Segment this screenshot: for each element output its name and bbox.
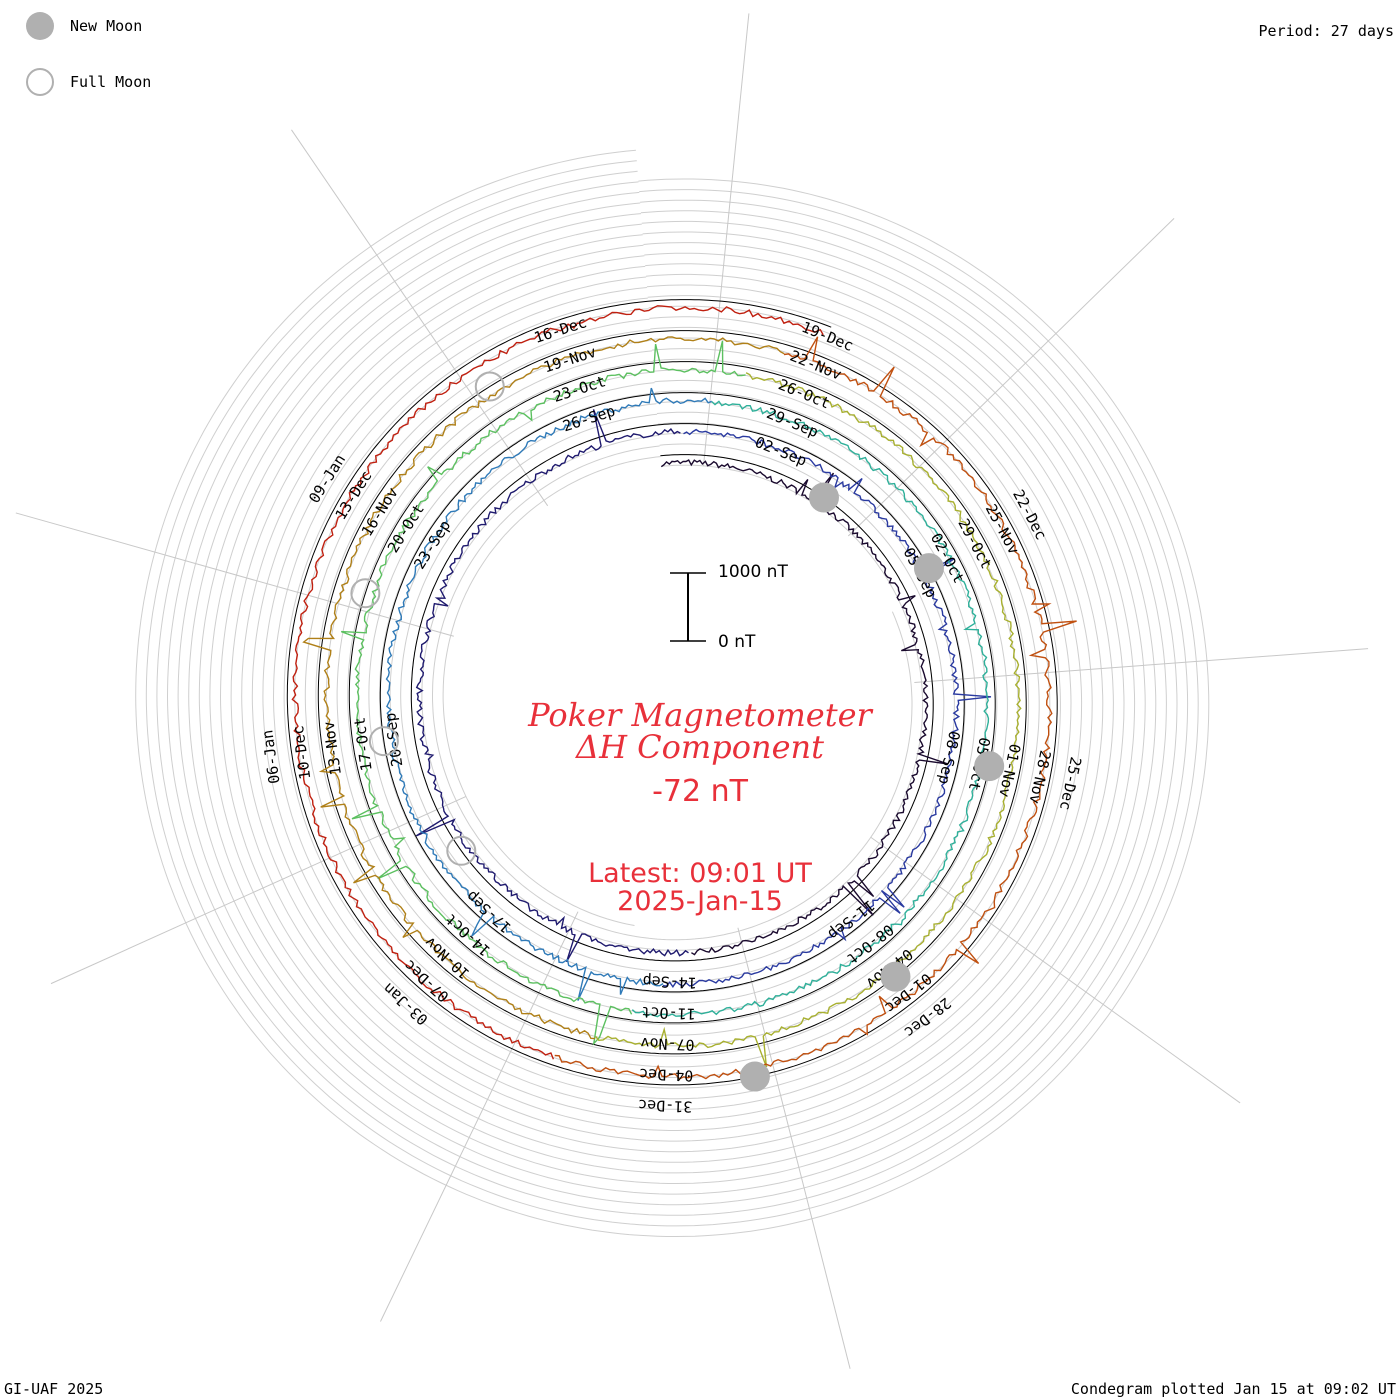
date-tick-label: 11-Oct bbox=[641, 1003, 696, 1023]
latest-date: 2025-Jan-15 bbox=[617, 886, 783, 917]
data-trace-segment bbox=[340, 340, 746, 1046]
grid-spiral bbox=[177, 191, 1167, 1195]
data-trace-segment bbox=[415, 409, 689, 963]
period-label: Period: 27 days bbox=[1258, 22, 1394, 40]
new-moon-marker bbox=[974, 751, 1005, 782]
full-moon-marker bbox=[368, 726, 399, 757]
new-moon-marker bbox=[739, 1061, 770, 1092]
legend-new-moon-label: New Moon bbox=[70, 17, 143, 35]
legend-full-moon: Full Moon bbox=[26, 68, 151, 96]
grid-spiral bbox=[368, 382, 977, 1004]
date-tick-label: 04-Dec bbox=[639, 1065, 694, 1085]
full-moon-marker bbox=[446, 835, 477, 866]
grid-spiral bbox=[241, 255, 1104, 1131]
legend-new-moon: New Moon bbox=[26, 12, 142, 40]
date-tick-label: 19-Dec bbox=[799, 318, 856, 355]
grid-radial bbox=[50, 796, 466, 985]
new-moon-marker bbox=[913, 553, 944, 584]
grid-spiral bbox=[379, 392, 966, 994]
grid-radial bbox=[291, 129, 549, 507]
baseline-spiral bbox=[286, 299, 1058, 1086]
data-trace-segment bbox=[291, 305, 824, 1060]
date-tick-label: 02-Sep bbox=[752, 433, 809, 470]
data-trace-segment bbox=[302, 336, 785, 1040]
full-moon-marker bbox=[350, 578, 381, 609]
grid-spiral bbox=[272, 287, 1072, 1100]
grid-radial bbox=[380, 911, 579, 1322]
new-moon-marker bbox=[808, 482, 839, 513]
grid-spiral bbox=[219, 234, 1125, 1153]
data-trace-segment bbox=[662, 428, 992, 989]
grid-spiral bbox=[442, 456, 661, 926]
credit-label: GI-UAF 2025 bbox=[4, 1380, 104, 1398]
grid-spiral bbox=[347, 361, 998, 1025]
scale-bar-bottom-label: 0 nT bbox=[718, 632, 756, 652]
current-value: -72 nT bbox=[652, 774, 748, 809]
grid-spiral bbox=[135, 149, 1210, 1237]
grid-spiral bbox=[230, 244, 1114, 1142]
grid-spiral bbox=[283, 297, 1061, 1089]
scale-bar-top-label: 1000 nT bbox=[718, 562, 788, 582]
date-tick-label: 19-Nov bbox=[541, 343, 598, 377]
chart-title: Poker Magnetometer bbox=[528, 696, 872, 734]
grid-spiral bbox=[262, 276, 1083, 1110]
latest-time: Latest: 09:01 UT bbox=[588, 858, 812, 889]
grid-spiral bbox=[304, 318, 1040, 1068]
data-trace-segment bbox=[385, 387, 713, 1001]
grid-spiral bbox=[145, 160, 1199, 1227]
grid-radial bbox=[737, 927, 851, 1369]
date-tick-label: 14-Sep bbox=[642, 972, 697, 992]
grid-spiral bbox=[188, 202, 1157, 1184]
data-trace-segment bbox=[631, 400, 990, 1018]
new-moon-marker bbox=[880, 961, 911, 992]
full-moon-swatch-icon bbox=[26, 68, 54, 96]
grid-radial bbox=[702, 13, 750, 467]
plotted-timestamp: Condegram plotted Jan 15 at 09:02 UT bbox=[1070, 1380, 1396, 1398]
date-tick-label: 07-Nov bbox=[640, 1034, 695, 1054]
grid-spiral bbox=[432, 445, 913, 941]
grid-spiral bbox=[209, 223, 1136, 1163]
grid-spiral bbox=[198, 213, 1146, 1174]
grid-spiral bbox=[315, 329, 1030, 1057]
new-moon-swatch-icon bbox=[26, 12, 54, 40]
date-tick-label: 31-Dec bbox=[638, 1096, 693, 1116]
full-moon-marker bbox=[474, 371, 505, 402]
legend-full-moon-label: Full Moon bbox=[70, 73, 152, 91]
chart-subtitle: ΔH Component bbox=[575, 728, 825, 766]
grid-spiral bbox=[336, 350, 1008, 1036]
grid-spiral bbox=[156, 170, 1189, 1216]
date-tick-label: 16-Dec bbox=[532, 313, 589, 347]
grid-spiral bbox=[166, 181, 1178, 1206]
grid-radial bbox=[914, 648, 1369, 683]
date-tick-label: 29-Sep bbox=[764, 404, 821, 441]
grid-spiral bbox=[400, 413, 945, 972]
grid-spiral bbox=[251, 265, 1093, 1121]
data-trace-segment bbox=[660, 459, 948, 956]
grid-radial bbox=[15, 512, 454, 637]
data-trace-segment bbox=[595, 372, 1022, 1068]
